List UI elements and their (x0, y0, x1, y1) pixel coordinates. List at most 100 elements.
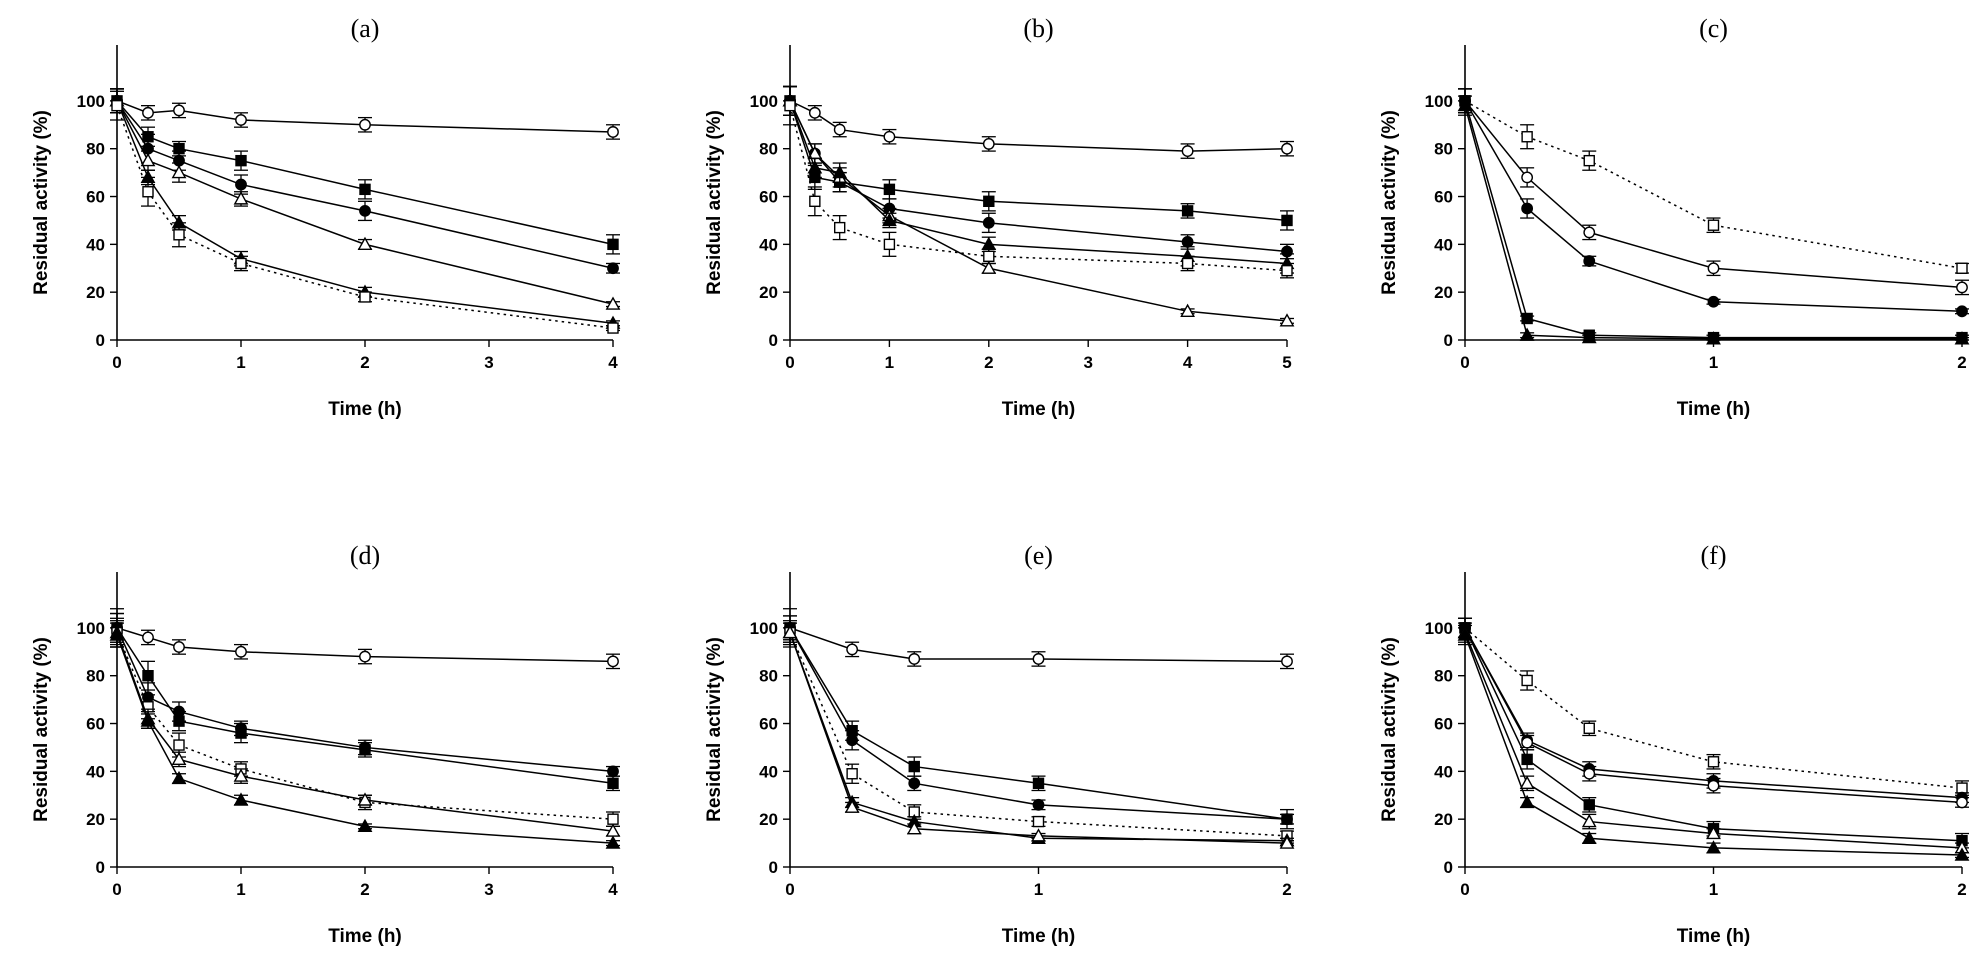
data-point-open-circle (1521, 171, 1534, 184)
data-point-filled-square (983, 195, 995, 208)
x-tick-label: 0 (112, 880, 121, 899)
y-tick-label: 60 (86, 715, 105, 734)
series-line-filled-triangle (789, 100, 1288, 265)
x-axis-label: Time (h) (1677, 926, 1751, 947)
x-tick-label: 2 (984, 353, 993, 372)
data-point-filled-triangle (1457, 98, 1473, 112)
data-point-filled-triangle (1457, 627, 1473, 641)
data-point-open-square (607, 322, 619, 334)
panel-e: (e) 0 20 40 60 80 100 0 1 2 Time (h) Residual activ… (704, 541, 1295, 947)
x-tick-label: 0 (1460, 353, 1469, 372)
data-point-filled-square (607, 238, 619, 251)
y-tick-label: 60 (759, 715, 778, 734)
series-open-square (1458, 617, 1969, 796)
series-filled-square (1458, 617, 1969, 849)
y-tick-label: 0 (1444, 858, 1453, 877)
series-filled-square (110, 88, 620, 255)
series-line-filled-square (116, 627, 614, 785)
data-point-filled-circle (607, 765, 619, 778)
data-point-filled-triangle (140, 713, 156, 727)
data-point-open-square (1956, 782, 1968, 794)
data-point-open-triangle (1581, 813, 1597, 828)
y-tick-label: 60 (759, 188, 778, 207)
x-tick-label: 3 (484, 880, 493, 899)
data-point-open-triangle (906, 821, 922, 835)
series-line-filled-circle (1464, 627, 1963, 799)
data-point-open-square (1521, 131, 1533, 143)
x-tick-label: 2 (360, 880, 369, 899)
data-point-open-square (1583, 722, 1595, 735)
data-point-open-circle (173, 641, 185, 653)
y-axis-label: Residual activity (%) (31, 110, 52, 295)
data-point-filled-square (142, 669, 154, 682)
data-point-open-circle (846, 643, 859, 656)
x-axis-label: Time (h) (328, 399, 402, 420)
data-point-filled-circle (1707, 295, 1720, 308)
data-point-open-circle (235, 114, 247, 126)
data-point-open-square (607, 813, 619, 825)
x-tick-label: 0 (785, 880, 794, 899)
data-point-open-circle (1583, 767, 1596, 780)
y-tick-label: 60 (86, 188, 105, 207)
series-filled-square (783, 85, 1294, 231)
data-point-filled-triangle (832, 164, 848, 179)
x-tick-label: 3 (484, 353, 493, 372)
data-point-open-square (142, 186, 154, 198)
y-tick-label: 20 (86, 283, 105, 302)
data-point-open-square (834, 221, 846, 234)
series-filled-triangle (1457, 95, 1970, 345)
x-tick-label: 1 (236, 880, 245, 899)
data-point-filled-circle (607, 262, 619, 275)
data-point-filled-square (235, 154, 247, 167)
series-filled-circle (110, 612, 620, 778)
data-point-filled-circle (1521, 202, 1534, 215)
data-point-open-triangle (844, 799, 860, 813)
x-tick-label: 0 (1460, 880, 1469, 899)
data-point-filled-circle (1181, 236, 1194, 248)
data-point-filled-triangle (807, 160, 823, 174)
data-point-open-circle (1956, 281, 1968, 294)
y-tick-label: 20 (759, 810, 778, 829)
series-line-open-square (1464, 627, 1963, 789)
y-tick-label: 100 (77, 619, 105, 638)
data-point-filled-square (1281, 214, 1293, 227)
data-point-filled-triangle (171, 770, 187, 785)
data-point-open-triangle (605, 296, 621, 310)
x-tick-label: 0 (112, 353, 121, 372)
panel-title: (c) (1699, 14, 1728, 43)
y-tick-label: 0 (96, 331, 105, 350)
data-point-open-circle (1956, 796, 1968, 809)
data-point-filled-square (1521, 753, 1533, 766)
x-tick-label: 1 (1709, 353, 1718, 372)
y-axis-label: Residual activity (%) (704, 110, 725, 295)
series-line-filled-circle (1464, 100, 1963, 313)
data-point-open-circle (1281, 655, 1293, 668)
panel-title: (d) (350, 541, 380, 570)
x-tick-label: 0 (785, 353, 794, 372)
y-tick-label: 80 (759, 140, 778, 159)
data-point-filled-triangle (357, 818, 373, 833)
series-open-triangle (1457, 622, 1970, 854)
series-filled-triangle (1457, 624, 1970, 861)
data-point-open-circle (142, 631, 154, 644)
panel-a: (a) 0 20 40 60 80 100 0 1 2 3 4 Time (h) Residual act… (31, 14, 621, 420)
data-point-filled-triangle (233, 792, 249, 806)
y-tick-label: 100 (1425, 619, 1453, 638)
panel-title: (e) (1024, 541, 1053, 570)
series-open-circle (110, 88, 620, 140)
data-point-open-triangle (981, 260, 997, 274)
y-tick-label: 80 (759, 667, 778, 686)
panel-f: (f) 0 20 40 60 80 100 0 1 2 Time (h) Residual activ… (1379, 541, 1970, 947)
y-tick-label: 40 (759, 235, 778, 254)
data-point-open-triangle (171, 751, 187, 766)
x-tick-label: 1 (1034, 880, 1043, 899)
x-tick-label: 2 (1282, 880, 1291, 899)
panel-title: (f) (1701, 541, 1727, 570)
x-axis-label: Time (h) (1002, 399, 1076, 420)
series-line-open-triangle (116, 632, 614, 832)
series-line-open-square (1464, 100, 1963, 269)
y-tick-label: 100 (1425, 92, 1453, 111)
y-tick-label: 80 (86, 140, 105, 159)
data-point-open-square (784, 99, 796, 112)
